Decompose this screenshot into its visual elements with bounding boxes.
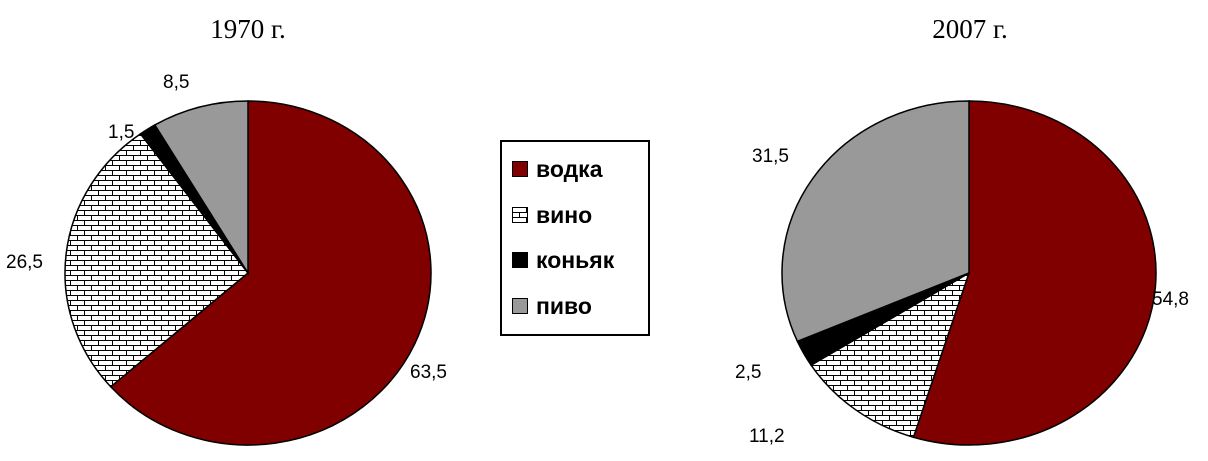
legend-label-beer: пиво: [536, 292, 592, 319]
legend-label-vodka: водка: [536, 155, 603, 182]
pie-1970-slice-beer: [153, 100, 249, 276]
pie-2007-label-cognac: 2,5: [735, 362, 761, 383]
legend-item-wine: вино: [512, 200, 592, 230]
legend-label-cognac: коньяк: [536, 246, 615, 273]
pie-2007-label-wine: 11,2: [749, 426, 785, 447]
chart-title-1970: 1970 г.: [210, 14, 286, 44]
pie-1970-label-cognac: 1,5: [108, 122, 134, 143]
pie-2007-slice-vodka: [912, 100, 1157, 446]
pie-2007-label-vodka: 54,8: [1152, 289, 1189, 310]
pie-2007-slice-beer: [781, 100, 970, 343]
pie-1970-label-wine: 26,5: [6, 252, 43, 273]
pie-1970: 63,5 26,5 1,5 8,5: [6, 72, 447, 446]
legend-swatch-beer: [512, 298, 528, 314]
legend-item-vodka: водка: [512, 154, 602, 184]
pie-1970-slice-vodka: [109, 100, 432, 446]
pie-1970-label-beer: 8,5: [163, 72, 189, 93]
legend-label-wine: вино: [536, 201, 593, 228]
chart-title-2007: 2007 г.: [932, 14, 1008, 44]
pie-1970-slice-wine: [64, 132, 250, 388]
legend: водка вино коньяк пиво: [500, 140, 650, 336]
legend-swatch-wine: [512, 207, 528, 223]
legend-swatch-vodka: [512, 161, 528, 177]
legend-swatch-cognac: [512, 252, 528, 268]
pie-1970-label-vodka: 63,5: [410, 362, 447, 383]
pie-2007-slice-wine: [810, 271, 971, 439]
pie-2007-label-beer: 31,5: [752, 146, 789, 167]
legend-item-beer: пиво: [512, 291, 592, 321]
pie-2007: 54,8 11,2 2,5 31,5: [735, 100, 1189, 447]
legend-item-cognac: коньяк: [512, 245, 614, 275]
